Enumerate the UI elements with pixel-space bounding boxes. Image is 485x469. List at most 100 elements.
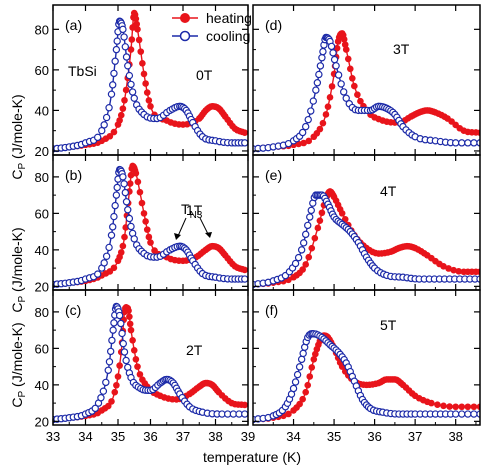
data-point-heating (132, 355, 140, 363)
data-point-heating (445, 265, 452, 272)
data-point-heating (324, 103, 332, 110)
data-point-cooling (316, 62, 325, 70)
data-point-heating (304, 381, 312, 389)
y-tick-label: 60 (35, 206, 49, 221)
data-point-heating (326, 94, 334, 101)
data-point-cooling (299, 349, 307, 358)
data-point-heating (440, 402, 447, 410)
data-point-heating (129, 337, 136, 344)
x-tick-label: 33 (46, 429, 60, 444)
data-point-heating (147, 103, 154, 110)
data-point-cooling (108, 336, 116, 345)
series-line-heating (53, 164, 245, 286)
tn3-annotation: TN3 (174, 201, 212, 240)
panel-frame (52, 154, 249, 291)
data-point-heating (306, 373, 314, 380)
data-point-cooling (130, 235, 138, 243)
data-point-heating (121, 233, 128, 241)
data-point-cooling (289, 384, 298, 393)
data-point-heating (125, 307, 132, 315)
data-point-heating (143, 89, 151, 96)
data-point-cooling (115, 311, 124, 320)
panel-label: (e) (265, 167, 282, 183)
data-point-heating (299, 395, 306, 403)
data-point-cooling (93, 270, 102, 278)
data-point-heating (464, 403, 472, 411)
data-point-heating (135, 36, 143, 44)
data-point-heating (111, 388, 119, 396)
data-point-cooling (128, 88, 137, 96)
panel-label: (b) (65, 167, 82, 183)
x-tick-label: 36 (143, 429, 157, 444)
data-point-heating (458, 403, 466, 411)
data-point-cooling (297, 355, 306, 364)
data-point-cooling (295, 363, 304, 371)
data-point-heating (346, 65, 354, 73)
data-point-cooling (117, 319, 125, 328)
data-point-heating (139, 60, 146, 67)
data-point-cooling (111, 57, 119, 65)
y-tick-label: 80 (35, 170, 49, 185)
data-point-heating (328, 83, 336, 90)
data-point-heating (137, 48, 145, 55)
data-point-cooling (100, 121, 108, 129)
panel-f: 34 35 36 37 38 (f) 5T (252, 289, 481, 444)
data-point-cooling (119, 173, 127, 181)
data-point-heating (134, 363, 141, 370)
data-point-cooling (122, 198, 131, 206)
data-point-cooling (301, 230, 310, 239)
y-tick-label: 60 (35, 341, 49, 356)
data-point-heating (316, 217, 324, 224)
tn3-arrow-right (199, 217, 209, 235)
data-point-cooling (127, 222, 135, 231)
data-point-heating (342, 46, 350, 53)
data-point-cooling (470, 410, 478, 418)
data-point-cooling (304, 221, 312, 230)
data-point-heating (140, 210, 148, 217)
panel-label: (c) (65, 302, 81, 318)
data-point-heating (134, 178, 142, 186)
data-point-heating (119, 105, 127, 112)
data-point-cooling (291, 259, 300, 268)
data-point-cooling (327, 42, 336, 51)
data-point-cooling (241, 275, 248, 283)
data-point-cooling (458, 410, 466, 418)
data-point-heating (351, 82, 358, 90)
data-point-heating (299, 266, 306, 273)
data-point-heating (450, 266, 457, 274)
data-point-cooling (337, 80, 345, 88)
legend-cooling-marker (179, 30, 191, 42)
data-point-cooling (291, 378, 300, 386)
y-axis-label-middle: CP (J/mole-K) (9, 227, 28, 312)
data-point-cooling (106, 347, 115, 356)
data-point-heating (305, 137, 313, 145)
data-point-heating (128, 36, 136, 43)
data-point-heating (302, 261, 309, 268)
x-tick-label: 37 (408, 429, 422, 444)
x-tick-label: 35 (327, 429, 341, 444)
data-point-heating (357, 97, 364, 105)
y-tick-label: 40 (35, 378, 49, 393)
data-point-cooling (297, 246, 306, 254)
y-axis-label-top: CP (J/mole-K) (9, 94, 28, 179)
data-point-cooling (107, 90, 116, 98)
data-point-cooling (110, 69, 118, 78)
data-point-cooling (319, 47, 327, 56)
data-point-cooling (130, 94, 138, 102)
y-tick-label: 40 (35, 243, 49, 258)
x-tick-label: 35 (111, 429, 125, 444)
data-point-cooling (121, 188, 130, 197)
data-point-heating (452, 403, 459, 411)
series-cooling (253, 330, 480, 424)
data-point-heating (476, 268, 480, 276)
data-point-cooling (119, 339, 127, 348)
panels-group: 20 40 60 80 (a) 0T 20 40 60 80 (b) 1T 20 40 60 80 33 34 35… (35, 4, 481, 444)
data-point-heating (132, 169, 140, 177)
data-point-heating (311, 234, 319, 242)
data-point-heating (119, 242, 127, 250)
data-point-heating (104, 402, 112, 410)
data-point-cooling (109, 326, 117, 334)
legend-cooling-label: cooling (206, 28, 250, 44)
data-point-cooling (293, 370, 302, 379)
